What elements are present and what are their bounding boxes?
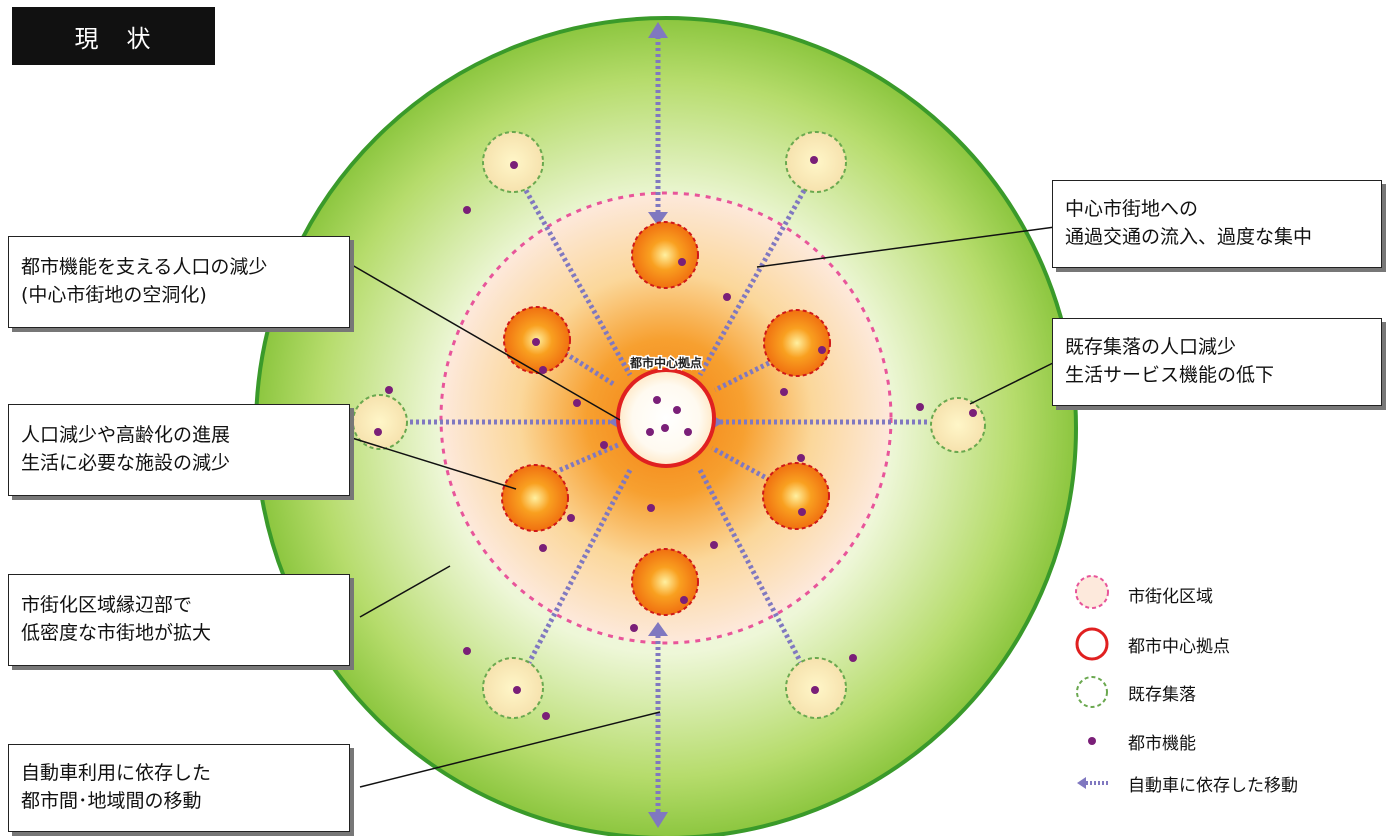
callout-text: 人口減少や高齢化の進展 [21, 424, 231, 447]
legend-item: 都市機能 [1070, 721, 1196, 761]
callout-sprawl: 市街化区域縁辺部で 低密度な市街地が拡大 [8, 574, 350, 666]
callout-car-dependency: 自動車利用に依存した 都市間･地域間の移動 [8, 744, 350, 832]
leader-lines [351, 226, 1056, 788]
callout-text: 都市間･地域間の移動 [21, 790, 202, 812]
callout-text: 中心市街地への [1065, 198, 1199, 221]
legend-item: 既存集落 [1070, 672, 1196, 712]
legend-car-movement-icon [1077, 777, 1110, 789]
legend-label: 都市中心拠点 [1128, 636, 1230, 657]
sub-centers [501, 221, 831, 616]
callout-text: 低密度な市街地が拡大 [21, 622, 212, 644]
callout-text: 都市機能を支える人口の減少 [21, 256, 268, 279]
legend-item: 都市中心拠点 [1070, 624, 1230, 664]
callout-through-traffic: 中心市街地への 通過交通の流入、過度な集中 [1052, 180, 1382, 268]
callout-text: 既存集落の人口減少 [1065, 336, 1237, 359]
callout-settlement-decline: 既存集落の人口減少 生活サービス機能の低下 [1052, 318, 1382, 406]
legend-urbanization-area-icon [1075, 575, 1109, 609]
legend-item: 市街化区域 [1070, 574, 1213, 614]
legend-symbols [1075, 575, 1110, 789]
legend-urban-function-dot-icon [1088, 737, 1096, 745]
callout-text: 市街化区域縁辺部で [21, 594, 193, 617]
legend-label: 既存集落 [1128, 684, 1196, 705]
callout-text: 生活に必要な施設の減少 [21, 452, 231, 474]
legend-label: 自動車に依存した移動 [1128, 775, 1298, 796]
legend-label: 都市機能 [1128, 733, 1196, 754]
callout-text: 通過交通の流入、過度な集中 [1065, 226, 1313, 248]
callout-aging: 人口減少や高齢化の進展 生活に必要な施設の減少 [8, 404, 350, 496]
urban-function-dots [374, 156, 977, 720]
legend-city-center-hub-icon [1075, 627, 1109, 661]
legend-existing-settlement-icon [1076, 676, 1108, 708]
callout-text: (中心市街地の空洞化) [21, 284, 207, 306]
legend-item: 自動車に依存した移動 [1070, 763, 1298, 803]
urbanization-area-boundary [439, 191, 893, 645]
city-center-hub-label: 都市中心拠点 [629, 355, 702, 370]
city-center-hub [616, 368, 716, 468]
page-title: 現 状 [12, 7, 215, 65]
callout-text: 自動車利用に依存した [21, 762, 212, 785]
legend-label: 市街化区域 [1128, 586, 1213, 607]
callout-population-decline: 都市機能を支える人口の減少 (中心市街地の空洞化) [8, 236, 350, 328]
callout-text: 生活サービス機能の低下 [1065, 364, 1275, 386]
